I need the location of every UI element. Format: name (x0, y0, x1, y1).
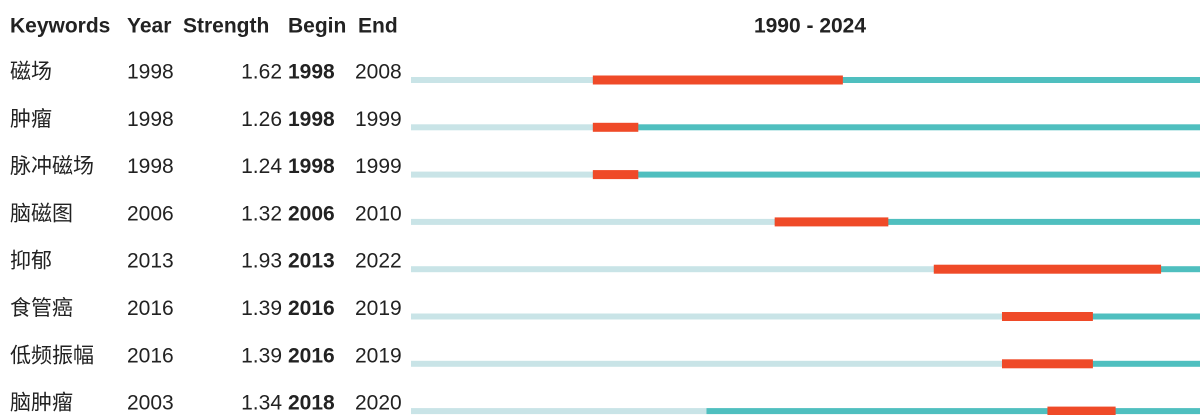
end: 1999 (355, 155, 402, 178)
header-strength: Strength (183, 15, 269, 38)
active-segment (774, 218, 1200, 225)
active-segment (592, 171, 1200, 178)
active-segment (592, 77, 1200, 83)
year: 1998 (127, 61, 174, 84)
end: 1999 (355, 108, 402, 131)
year: 2003 (127, 392, 174, 415)
year: 2013 (127, 250, 174, 273)
strength: 1.26 (241, 108, 282, 131)
begin: 2016 (288, 344, 335, 367)
end: 2020 (355, 392, 402, 415)
header-begin: Begin (288, 15, 346, 38)
begin: 2018 (288, 392, 335, 415)
base-segment (411, 171, 593, 178)
keyword: 脑肿瘤 (10, 392, 73, 415)
begin: 1998 (288, 61, 335, 84)
burst-segment (774, 217, 889, 227)
strength: 1.24 (241, 155, 282, 178)
burst-segment (592, 170, 639, 180)
keyword: 脑磁图 (10, 202, 73, 225)
active-segment (592, 124, 1200, 131)
active-segment (1001, 360, 1200, 367)
strength: 1.32 (241, 202, 282, 225)
header-keywords: Keywords (10, 15, 110, 38)
strength: 1.34 (241, 392, 282, 415)
timeline-label: 1990 - 2024 (754, 15, 866, 38)
base-segment (411, 313, 1002, 320)
begin: 2006 (288, 202, 335, 225)
header-year: Year (127, 15, 171, 38)
end: 2008 (355, 61, 402, 84)
keyword: 食管癌 (10, 297, 73, 320)
begin: 2016 (288, 297, 335, 320)
strength: 1.39 (241, 297, 282, 320)
year: 2006 (127, 202, 174, 225)
strength: 1.62 (241, 61, 282, 84)
end: 2019 (355, 344, 402, 367)
begin: 1998 (288, 155, 335, 178)
base-segment (411, 124, 593, 131)
begin: 1998 (288, 108, 335, 131)
keyword: 磁场 (10, 61, 52, 84)
active-segment (706, 408, 1200, 415)
end: 2019 (355, 297, 402, 320)
year: 1998 (127, 155, 174, 178)
strength: 1.39 (241, 344, 282, 367)
burst-segment (933, 264, 1162, 274)
burst-segment (1047, 406, 1116, 415)
base-segment (411, 266, 934, 273)
year: 2016 (127, 344, 174, 367)
burst-segment (1001, 359, 1093, 369)
end: 2022 (355, 250, 402, 273)
keyword: 肿瘤 (10, 108, 52, 131)
keyword: 低频振幅 (10, 344, 94, 367)
base-segment (411, 77, 593, 83)
keyword: 脉冲磁场 (10, 155, 94, 178)
base-segment (411, 218, 775, 225)
end: 2010 (355, 202, 402, 225)
year: 2016 (127, 297, 174, 320)
active-segment (1001, 313, 1200, 320)
begin: 2013 (288, 250, 335, 273)
base-segment (411, 360, 1002, 367)
base-segment (411, 408, 707, 415)
burst-segment (1001, 312, 1093, 321)
burst-segment (592, 75, 843, 85)
strength: 1.93 (241, 250, 282, 273)
keyword: 抑郁 (10, 250, 52, 273)
year: 1998 (127, 108, 174, 131)
burst-segment (592, 122, 639, 132)
header-end: End (358, 15, 398, 38)
